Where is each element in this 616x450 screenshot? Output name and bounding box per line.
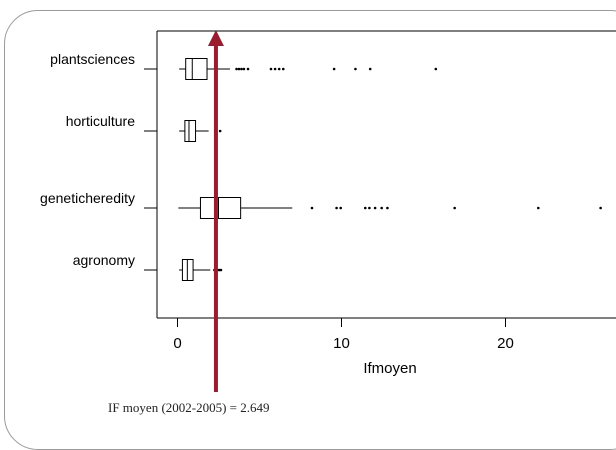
outlier-point (218, 129, 222, 133)
outlier-point (368, 206, 371, 210)
box-iqr (185, 58, 208, 80)
box-group: plantsciences horticulture geneticheredity… (40, 51, 602, 281)
outlier-point (281, 67, 285, 71)
outlier-point (363, 206, 367, 210)
outlier-point (332, 67, 336, 71)
category-label: plantsciences (50, 51, 135, 67)
category-label: horticulture (66, 113, 135, 129)
x-tick-label: 0 (173, 335, 181, 352)
mean-if-arrowhead (207, 30, 224, 46)
outlier-point (386, 206, 389, 210)
outlier-point (599, 206, 602, 210)
outlier-point (277, 67, 281, 71)
outlier-point (246, 67, 250, 71)
x-tick-group: 0 10 20 (173, 318, 514, 352)
box-iqr (199, 197, 242, 219)
outlier-point (368, 67, 372, 71)
outlier-point (310, 206, 314, 210)
outlier-point (240, 67, 243, 71)
mean-if-caption: IF moyen (2002-2005) = 2.649 (108, 400, 270, 415)
outlier-point (237, 67, 241, 71)
box-row: plantsciences (50, 51, 438, 80)
category-label: geneticheredity (40, 190, 135, 206)
outlier-point (219, 268, 223, 272)
outlier-point (242, 67, 246, 71)
outlier-point (453, 206, 456, 210)
box-row: geneticheredity (40, 190, 602, 219)
x-tick-label: 20 (497, 335, 514, 352)
outlier-point (335, 206, 338, 210)
outlier-point (339, 206, 342, 210)
x-axis-label: Ifmoyen (363, 360, 416, 377)
outlier-point (354, 67, 357, 71)
outlier-point (537, 206, 540, 210)
marker-group (207, 30, 224, 392)
outlier-point (273, 67, 277, 71)
outlier-point (235, 67, 238, 71)
boxplot-chart: Ifmoyen 0 10 20 plantsciences horticulture g… (40, 30, 616, 392)
outlier-point (380, 206, 383, 210)
category-label: agronomy (73, 252, 135, 268)
outlier-point (434, 67, 438, 71)
x-tick-label: 10 (333, 335, 350, 352)
outlier-point (373, 206, 377, 210)
box-row: horticulture (66, 113, 222, 142)
outlier-point (269, 67, 273, 71)
box-iqr (184, 120, 197, 142)
box-row: agronomy (73, 252, 223, 281)
